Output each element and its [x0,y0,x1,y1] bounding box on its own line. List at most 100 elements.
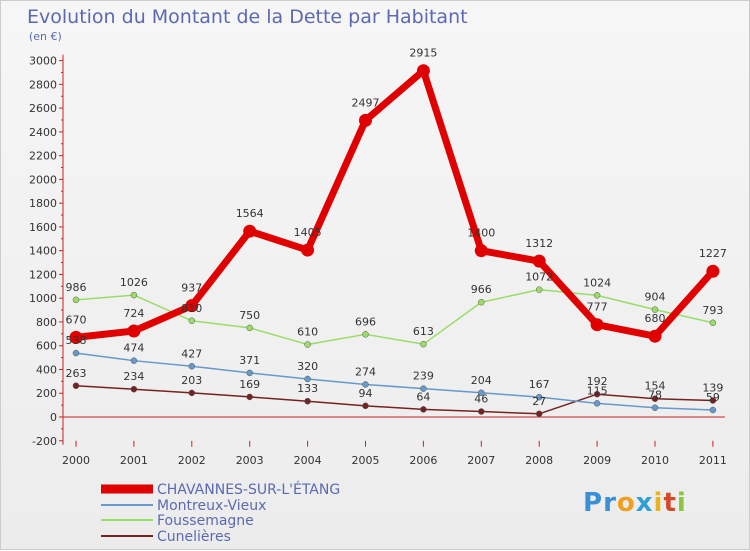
proxiti-logo: Proxiti [583,488,687,518]
data-label-2: 810 [181,302,202,315]
data-label-2: 613 [413,325,434,338]
data-label-2: 750 [239,309,260,322]
data-label-1: 59 [706,391,720,404]
data-label-1: 274 [355,365,376,378]
series-point-3 [246,393,253,401]
series-point-2 [362,331,369,338]
data-label-0: 2915 [409,47,437,60]
data-label-2: 610 [297,326,318,339]
y-tick-label: 1600 [29,221,57,234]
series-point-1 [478,389,485,397]
series-point-1 [72,349,80,357]
chart-unit: (en €) [29,30,62,43]
data-label-3: 263 [66,367,87,380]
series-point-2 [420,340,427,348]
series-point-3 [593,390,601,398]
y-tick-label: 200 [36,387,57,400]
series-point-1 [709,406,717,414]
series-point-0 [648,329,662,343]
x-tick-label: 2005 [352,454,380,467]
data-label-2: 793 [702,304,723,317]
data-label-1: 115 [587,384,608,397]
series-point-3 [709,397,717,404]
data-label-1: 538 [66,334,87,347]
series-point-3 [651,395,659,402]
data-label-3: 154 [645,380,666,393]
series-point-3 [72,382,80,390]
series-point-0 [359,113,372,127]
data-label-0: 1564 [236,207,264,220]
series-point-2 [651,306,659,313]
data-label-0: 724 [123,307,144,320]
series-point-2 [478,298,485,306]
series-point-0 [532,254,546,268]
series-point-3 [362,402,369,410]
data-label-2: 966 [471,283,492,296]
series-point-0 [69,330,83,344]
data-label-2: 904 [645,291,666,304]
data-label-3: 133 [297,382,318,395]
legend-label-3: Cunelières [157,529,231,545]
y-tick-label: 0 [50,411,57,424]
data-label-0: 1405 [294,226,322,239]
x-tick-label: 2009 [583,454,611,467]
x-tick-label: 2000 [62,454,90,467]
y-tick-label: 2200 [29,150,57,163]
data-label-0: 1227 [699,247,727,260]
series-point-0 [706,264,720,278]
data-label-3: 64 [416,390,430,403]
x-tick-label: 2010 [641,454,669,467]
series-point-3 [188,389,196,397]
x-tick-label: 2011 [699,454,727,467]
series-point-3 [535,410,543,418]
x-tick-label: 2004 [294,454,322,467]
y-tick-label: 1200 [29,268,57,281]
series-point-1 [420,385,427,392]
data-label-2: 986 [66,281,87,294]
x-tick-label: 2001 [120,454,148,467]
series-line-0 [75,67,716,341]
series-line-1 [75,352,713,411]
data-label-0: 2497 [352,96,380,109]
x-tick-label: 2002 [178,454,206,467]
data-label-3: 192 [587,375,608,388]
series-point-2 [72,296,80,304]
series-point-2 [304,341,311,348]
x-tick-label: 2003 [236,454,264,467]
series-point-2 [709,319,717,327]
data-label-1: 320 [297,360,318,373]
series-line-3 [75,385,713,415]
series-point-1 [593,400,601,407]
legend-label-2: Foussemagne [157,513,254,529]
data-label-1: 204 [471,374,492,387]
data-label-3: 203 [181,374,202,387]
y-tick-label: 800 [36,316,57,329]
data-label-1: 474 [123,342,144,355]
legend-label-0: CHAVANNES-SUR-L'ÉTANG [157,481,340,498]
data-label-2: 1024 [583,276,611,289]
series-point-1 [362,381,369,388]
series-point-1 [188,363,196,370]
data-label-2: 1026 [120,276,148,289]
series-point-1 [651,404,659,411]
data-label-2: 1072 [525,271,553,284]
y-tick-label: 1800 [29,197,57,210]
data-label-3: 234 [123,370,144,383]
data-label-0: 1312 [525,237,553,250]
data-label-1: 78 [648,389,662,402]
y-tick-label: -200 [32,435,57,448]
series-point-2 [188,317,196,325]
series-point-0 [301,243,315,257]
x-tick-label: 2006 [409,454,437,467]
series-point-0 [474,244,488,258]
data-label-0: 680 [645,312,666,325]
y-tick-label: 2400 [29,126,57,139]
series-point-2 [593,292,601,299]
series-point-3 [130,385,138,393]
series-line-2 [75,288,714,346]
series-point-3 [304,397,311,405]
series-point-2 [535,286,543,293]
series-point-3 [478,408,485,415]
data-label-1: 239 [413,370,434,383]
